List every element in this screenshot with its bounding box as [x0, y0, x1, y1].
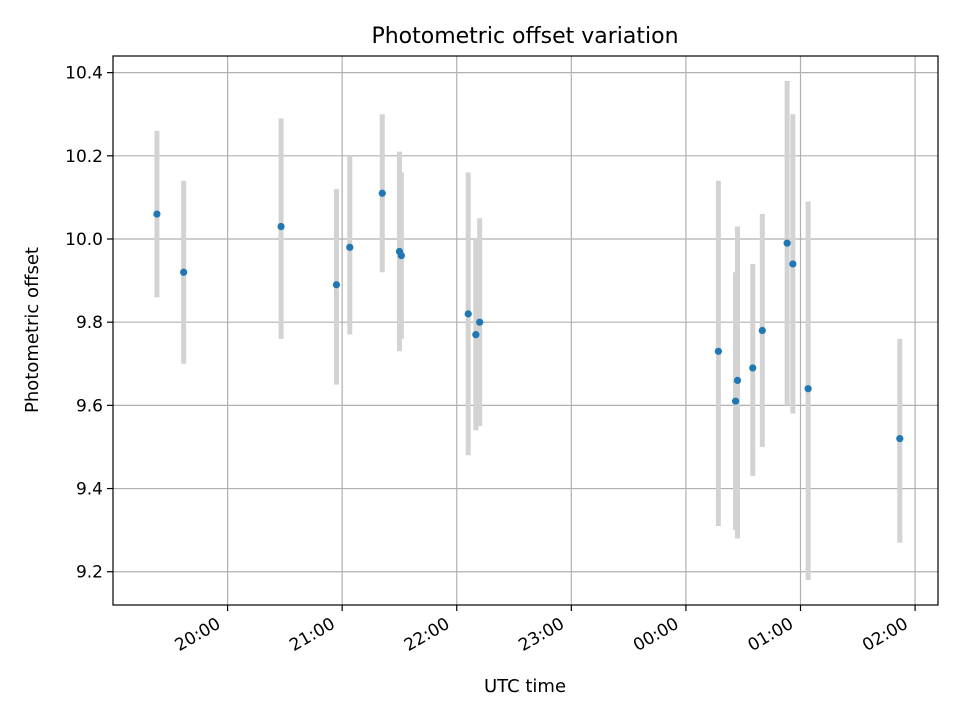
- data-point: [397, 252, 405, 260]
- data-point: [346, 243, 354, 251]
- data-point: [733, 376, 742, 385]
- data-point: [896, 435, 904, 443]
- y-tick-label: 10.0: [65, 230, 103, 250]
- data-point: [783, 239, 791, 247]
- data-point: [476, 318, 484, 326]
- y-tick-label: 9.4: [76, 480, 103, 500]
- y-tick-label: 9.6: [76, 396, 103, 416]
- data-point: [758, 326, 766, 335]
- y-axis-label: Photometric offset: [22, 247, 43, 413]
- data-point: [180, 268, 188, 276]
- data-point: [731, 397, 740, 405]
- data-point: [749, 364, 757, 372]
- y-tick-label: 10.4: [65, 64, 103, 84]
- y-tick-label: 9.2: [76, 563, 103, 583]
- data-point: [804, 385, 812, 393]
- y-tick-label: 9.8: [76, 313, 103, 333]
- data-point: [714, 347, 722, 355]
- y-axis-ticks: 9.2 9.4 9.6 9.8 10.0 10.2 10.4: [65, 64, 113, 583]
- plot-frame: [112, 55, 939, 606]
- data-point: [277, 222, 285, 231]
- x-axis-label: UTC time: [484, 676, 566, 697]
- chart-title: Photometric offset variation: [371, 24, 678, 49]
- data-points: [153, 189, 904, 443]
- data-point: [153, 210, 161, 218]
- data-point: [789, 260, 797, 268]
- data-point: [378, 189, 386, 197]
- data-point: [464, 310, 472, 318]
- data-point: [472, 331, 480, 339]
- grid-lines: [113, 56, 938, 605]
- y-tick-label: 10.2: [65, 147, 103, 167]
- data-point: [332, 281, 341, 289]
